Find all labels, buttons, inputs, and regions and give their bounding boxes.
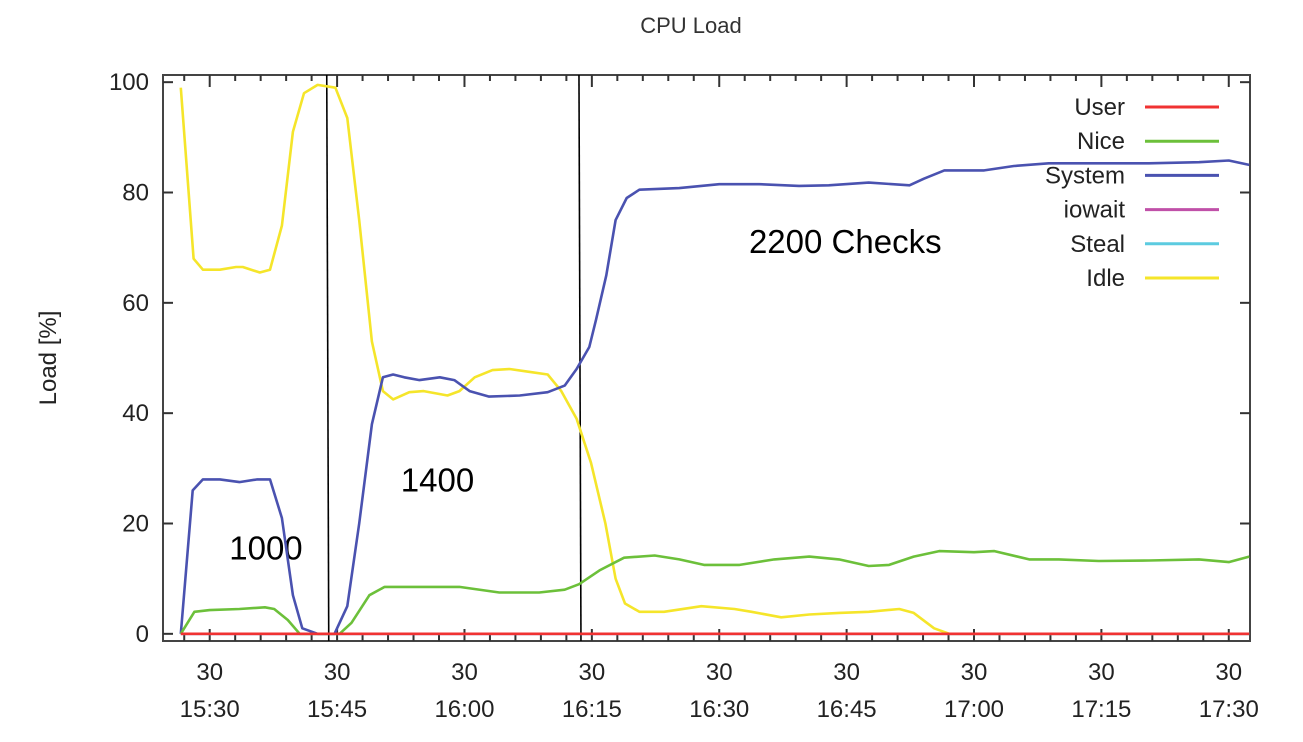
x-tick-day-label: 30 xyxy=(833,659,860,686)
x-tick-day-label: 30 xyxy=(324,659,351,686)
phase-divider-line xyxy=(325,74,330,642)
plot-frame xyxy=(162,74,1251,642)
x-tick-time-label: 16:15 xyxy=(562,696,622,723)
x-tick-day-label: 30 xyxy=(196,659,223,686)
x-tick-day-label: 30 xyxy=(1088,659,1115,686)
x-tick-time-label: 17:15 xyxy=(1071,696,1131,723)
y-tick-label: 80 xyxy=(122,180,149,207)
y-tick-label: 20 xyxy=(122,510,149,537)
phase-divider-line xyxy=(578,74,582,642)
legend-label-system: System xyxy=(1045,162,1125,189)
phase-annotation: 2200 Checks xyxy=(749,223,942,260)
x-tick-time-label: 16:30 xyxy=(689,696,749,723)
chart-title: CPU Load xyxy=(640,13,742,38)
x-tick-day-label: 30 xyxy=(451,659,478,686)
legend-label-nice: Nice xyxy=(1077,128,1125,155)
series-line-system xyxy=(179,159,1250,636)
phase-annotation: 1000 xyxy=(229,529,302,566)
y-tick-label: 60 xyxy=(122,290,149,317)
x-tick-time-label: 16:00 xyxy=(434,696,494,723)
x-tick-time-label: 17:00 xyxy=(944,696,1004,723)
x-tick-day-label: 30 xyxy=(579,659,606,686)
phase-annotation: 1400 xyxy=(401,462,474,499)
y-tick-label: 100 xyxy=(109,69,149,96)
x-tick-time-label: 15:30 xyxy=(180,696,240,723)
x-tick-time-label: 16:45 xyxy=(817,696,877,723)
x-tick-time-label: 15:45 xyxy=(307,696,367,723)
legend-label-steal: Steal xyxy=(1070,231,1125,258)
x-tick-day-label: 30 xyxy=(706,659,733,686)
legend-label-idle: Idle xyxy=(1086,265,1125,292)
x-tick-day-label: 30 xyxy=(1215,659,1242,686)
x-tick-day-label: 30 xyxy=(961,659,988,686)
legend-label-user: User xyxy=(1074,94,1125,121)
y-axis-label: Load [%] xyxy=(35,311,62,406)
series-line-nice xyxy=(179,549,1250,636)
legend-label-iowait: iowait xyxy=(1064,197,1126,224)
x-tick-time-label: 17:30 xyxy=(1199,696,1259,723)
series-line-idle xyxy=(179,83,1250,636)
y-tick-label: 40 xyxy=(122,400,149,427)
y-tick-label: 0 xyxy=(136,621,149,648)
